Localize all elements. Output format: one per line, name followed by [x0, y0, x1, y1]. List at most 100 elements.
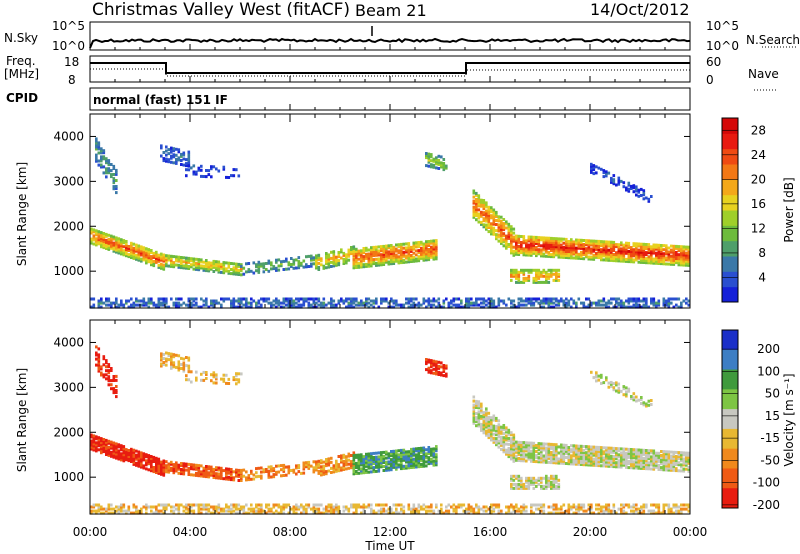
velocity-cell: [222, 509, 226, 513]
velocity-cell: [672, 464, 676, 468]
power-cell: [517, 240, 521, 244]
velocity-cell: [95, 351, 98, 355]
velocity-cell: [542, 484, 546, 488]
power-cell: [235, 262, 238, 266]
velocity-cell: [175, 469, 178, 473]
velocity-cell: [592, 463, 596, 467]
power-cell: [382, 263, 386, 266]
power-cell: [532, 276, 536, 280]
power-cell: [590, 251, 593, 255]
velocity-cell: [187, 370, 191, 374]
power-cell: [560, 239, 563, 243]
power-cell: [197, 168, 201, 172]
velocity-cell: [395, 449, 398, 453]
power-cell: [587, 257, 591, 261]
power-cell: [522, 278, 526, 282]
velocity-cell: [107, 507, 111, 511]
power-cell: [147, 301, 151, 305]
power-cell: [130, 245, 133, 249]
velocity-cell: [187, 462, 191, 466]
velocity-cell: [652, 449, 656, 453]
velocity-cell: [647, 399, 651, 403]
nave-label: Nave: [748, 67, 779, 81]
power-cell: [592, 166, 596, 170]
power-cell: [517, 236, 521, 240]
power-cell: [612, 178, 616, 182]
power-cell: [532, 235, 536, 239]
power-cell: [515, 244, 518, 248]
velocity-cell: [180, 503, 183, 507]
velocity-cell: [620, 451, 623, 455]
velocity-cell: [430, 361, 433, 365]
velocity-cell: [420, 462, 423, 466]
velocity-cell: [357, 459, 361, 463]
power-cell: [655, 255, 658, 259]
velocity-cell: [105, 373, 108, 377]
power-cell: [547, 268, 551, 272]
velocity-cell: [472, 399, 476, 403]
power-cell: [615, 305, 618, 309]
velocity-cell: [492, 424, 496, 428]
velocity-cell: [657, 468, 661, 471]
power-cell: [147, 254, 151, 258]
power-cell: [355, 299, 358, 303]
power-cell: [280, 305, 283, 309]
velocity-cell: [545, 482, 548, 486]
velocity-cell: [155, 509, 158, 513]
power-cell: [555, 243, 558, 247]
velocity-cell: [205, 475, 208, 479]
velocity-cell: [365, 470, 368, 474]
power-cell: [540, 272, 543, 276]
power-cell: [110, 238, 113, 242]
velocity-cell: [560, 453, 563, 457]
velocity-cell: [340, 460, 343, 464]
power-cell: [442, 166, 446, 170]
velocity-cell: [430, 365, 433, 369]
power-cell: [520, 270, 523, 274]
velocity-cell: [645, 453, 648, 456]
power-cell: [670, 250, 673, 254]
power-cell: [237, 262, 241, 266]
velocity-cell: [327, 461, 331, 465]
velocity-cell: [295, 466, 298, 470]
power-cell: [255, 305, 258, 309]
power-cell: [170, 264, 173, 268]
velocity-cell: [490, 420, 493, 424]
velocity-cell: [430, 461, 433, 465]
power-cell: [680, 263, 683, 267]
power-cell: [277, 303, 281, 307]
velocity-cell: [360, 471, 363, 475]
velocity-cell: [682, 457, 686, 461]
velocity-cell: [400, 463, 403, 467]
velocity-cell: [240, 473, 243, 477]
velocity-cell: [295, 464, 298, 468]
power-cell: [267, 269, 271, 273]
velocity-cell: [670, 456, 673, 460]
power-cell: [360, 261, 363, 265]
velocity-cell: [235, 468, 238, 472]
velocity-cell: [160, 352, 163, 356]
power-cell: [642, 257, 646, 260]
power-cell: [660, 254, 663, 258]
velocity-cell: [217, 474, 221, 478]
velocity-cell: [147, 458, 151, 462]
power-cell: [125, 248, 128, 252]
velocity-cell: [647, 463, 651, 467]
velocity-cell: [520, 451, 523, 455]
power-colorbar-tick-label: 12: [751, 221, 766, 235]
power-cell: [212, 270, 216, 273]
power-cell: [517, 276, 521, 280]
power-cell: [422, 246, 426, 250]
power-cell: [575, 242, 578, 246]
velocity-cell: [555, 486, 558, 490]
velocity-cell: [207, 503, 211, 507]
power-cell: [162, 301, 166, 305]
velocity-cell: [420, 446, 423, 450]
power-cell: [525, 297, 528, 301]
velocity-cell: [482, 431, 486, 435]
power-cell: [350, 246, 353, 249]
power-cell: [305, 299, 308, 303]
velocity-cell: [182, 505, 186, 509]
velocity-cell: [160, 468, 163, 472]
velocity-cell: [122, 457, 126, 461]
